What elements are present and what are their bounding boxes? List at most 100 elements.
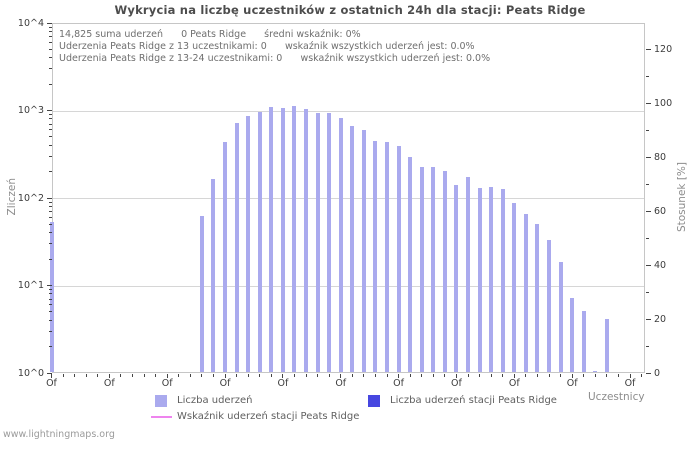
x-minor-tick <box>374 374 376 377</box>
y-left-minor-tick <box>49 26 52 28</box>
bar[interactable] <box>593 370 598 372</box>
bar[interactable] <box>581 310 586 372</box>
x-minor-tick <box>479 374 481 377</box>
bar[interactable] <box>408 156 413 372</box>
y-left-minor-tick <box>49 118 52 120</box>
info-line-2: Uderzenia Peats Ridge z 13 uczestnikami:… <box>59 41 475 52</box>
bar[interactable] <box>442 170 447 372</box>
bar[interactable] <box>604 319 609 372</box>
x-major-tick <box>166 374 168 378</box>
bar[interactable] <box>223 142 228 372</box>
info-line-3: Uderzenia Peats Ridge z 13-24 uczestnika… <box>59 53 491 64</box>
bar[interactable] <box>361 130 366 372</box>
bar[interactable] <box>234 123 239 372</box>
bar[interactable] <box>257 111 262 372</box>
bar[interactable] <box>292 106 297 372</box>
y-left-minor-tick <box>49 114 52 115</box>
y-right-tick-label: 20 <box>654 313 667 325</box>
y-left-minor-tick <box>49 293 52 295</box>
bar[interactable] <box>327 113 332 372</box>
bar[interactable] <box>489 186 494 372</box>
gridline <box>53 285 644 287</box>
y-left-minor-tick <box>49 223 52 225</box>
x-tick-label: Of <box>624 378 636 389</box>
x-minor-tick <box>247 374 249 377</box>
y-left-minor-tick <box>49 311 52 313</box>
x-minor-tick <box>386 374 388 377</box>
x-minor-tick <box>305 374 307 377</box>
y-left-major-tick <box>47 285 52 286</box>
info-line-1: 14,825 suma uderzeń 0 Peats Ridge średni… <box>59 29 361 40</box>
x-tick-label: Of <box>103 378 115 389</box>
bar[interactable] <box>385 141 390 372</box>
bar[interactable] <box>396 145 401 372</box>
y-left-minor-tick <box>49 319 52 321</box>
x-tick-label: Of <box>46 378 57 389</box>
bar[interactable] <box>570 298 575 372</box>
bar[interactable] <box>535 224 540 372</box>
plot-area: 14,825 suma uderzeń 0 Peats Ridge średni… <box>49 23 645 373</box>
bar[interactable] <box>350 126 355 372</box>
bar[interactable] <box>547 240 551 372</box>
x-minor-tick <box>583 374 585 377</box>
bar[interactable] <box>477 188 482 372</box>
x-tick-label: Of <box>566 378 578 389</box>
legend-swatch-liczba-uderzen-stacji-icon <box>368 395 380 407</box>
y-left-minor-tick <box>49 83 52 85</box>
y-right-major-tick <box>646 157 651 159</box>
x-tick-label: Of <box>219 378 231 389</box>
bar[interactable] <box>338 117 343 372</box>
footer-link[interactable]: www.lightningmaps.org <box>3 429 115 440</box>
y-left-minor-tick <box>49 243 52 245</box>
y-left-major-tick <box>47 22 52 24</box>
y-right-major-tick <box>646 49 651 51</box>
bar[interactable] <box>304 108 309 372</box>
bar[interactable] <box>315 113 320 372</box>
bar[interactable] <box>269 106 274 372</box>
y-right-tick-label: 0 <box>654 367 661 379</box>
y-left-minor-tick <box>49 205 52 207</box>
bar[interactable] <box>500 188 505 372</box>
y-right-tick-label: 100 <box>654 98 673 110</box>
x-minor-tick <box>189 374 191 377</box>
bar[interactable] <box>431 166 436 372</box>
y-right-tick-label: 120 <box>654 44 673 56</box>
y-left-minor-tick <box>49 211 52 213</box>
bar[interactable] <box>512 202 517 372</box>
y-left-minor-tick <box>49 123 52 125</box>
info-box: 14,825 suma uderzeń 0 Peats Ridge średni… <box>59 29 490 65</box>
bar[interactable] <box>558 262 563 372</box>
bar[interactable] <box>246 115 251 372</box>
bar[interactable] <box>280 107 285 372</box>
bar[interactable] <box>199 216 204 372</box>
bar[interactable] <box>454 184 459 372</box>
x-minor-tick <box>62 374 64 377</box>
x-minor-tick <box>143 374 145 377</box>
x-axis-title: Uczestnicy <box>588 391 645 403</box>
x-minor-tick <box>560 374 562 377</box>
bar[interactable] <box>523 213 528 372</box>
x-minor-tick <box>536 374 538 377</box>
y-right-minor-tick <box>646 345 649 347</box>
y-left-minor-tick <box>49 304 52 306</box>
y-left-minor-tick <box>49 216 52 218</box>
bar[interactable] <box>49 221 54 372</box>
y-axis-title-right: Stosunek [%] <box>676 162 688 233</box>
y-right-minor-tick <box>646 184 649 186</box>
y-right-tick-label: 40 <box>654 259 667 271</box>
bar[interactable] <box>419 166 424 372</box>
x-minor-tick <box>432 374 434 377</box>
y-right-minor-tick <box>646 76 649 78</box>
bar[interactable] <box>373 141 378 372</box>
legend-label-wskaznik: Wskaźnik uderzeń stacji Peats Ridge <box>177 411 360 422</box>
x-minor-tick <box>606 374 608 377</box>
y-left-minor-tick <box>49 68 52 70</box>
x-minor-tick <box>594 374 596 377</box>
x-minor-tick <box>444 374 446 377</box>
bar[interactable] <box>466 176 471 372</box>
y-right-major-tick <box>646 103 651 105</box>
x-minor-tick <box>131 374 133 377</box>
bar[interactable] <box>211 179 216 372</box>
y-right-minor-tick <box>646 291 649 293</box>
y-left-minor-tick <box>49 36 52 38</box>
